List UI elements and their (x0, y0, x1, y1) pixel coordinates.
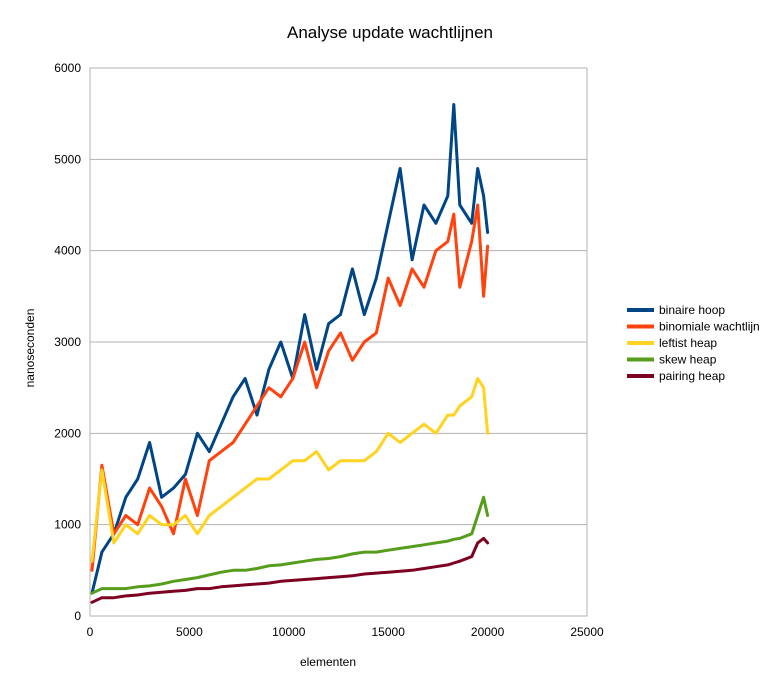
x-tick-labels: 0 5000 10000 15000 20000 25000 (87, 625, 604, 639)
chart-title: Analyse update wachtlijnen (287, 23, 493, 42)
series-line (90, 203, 490, 572)
y-tick-label: 0 (74, 609, 81, 623)
series-line (90, 377, 490, 563)
legend-label: binaire hoop (659, 303, 725, 317)
gridlines (89, 67, 588, 617)
legend: binaire hoop binomiale wachtlijn leftist h… (627, 303, 760, 383)
legend-label: skew heap (659, 353, 717, 367)
x-tick-label: 10000 (272, 625, 306, 639)
x-tick-label: 5000 (176, 625, 203, 639)
y-tick-label: 3000 (54, 335, 81, 349)
series-lines (90, 103, 490, 604)
legend-label: pairing heap (659, 369, 725, 383)
x-tick-label: 0 (87, 625, 94, 639)
legend-label: leftist heap (659, 336, 717, 350)
x-axis-label: elementen (300, 655, 356, 669)
x-tick-label: 15000 (372, 625, 406, 639)
series-line (90, 536, 490, 604)
y-tick-label: 4000 (54, 244, 81, 258)
series-line (90, 495, 490, 595)
legend-label: binomiale wachtlijn (659, 320, 760, 334)
y-tick-label: 6000 (54, 61, 81, 75)
x-tick-label: 25000 (570, 625, 604, 639)
y-tick-labels: 0 1000 2000 3000 4000 5000 6000 (54, 61, 81, 623)
y-tick-label: 2000 (54, 426, 81, 440)
plot-area (89, 67, 588, 617)
series-line (90, 103, 490, 595)
y-tick-label: 5000 (54, 152, 81, 166)
y-axis-label: nanoseconden (23, 309, 37, 388)
y-tick-label: 1000 (54, 518, 81, 532)
x-tick-label: 20000 (471, 625, 505, 639)
